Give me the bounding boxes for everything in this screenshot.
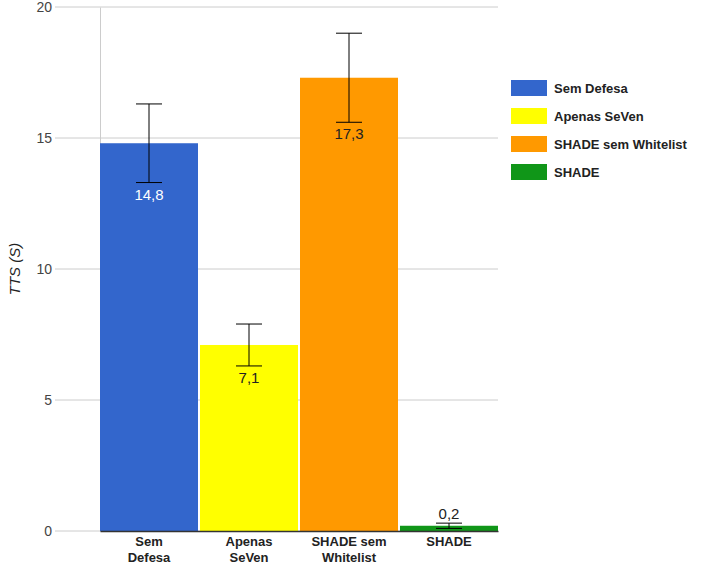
x-tick-label-line: Defesa <box>128 550 171 565</box>
data-labels: 14,8 7,1 17,3 0,2 <box>134 125 459 522</box>
y-tick: 0 <box>44 523 100 539</box>
legend-swatch <box>511 108 547 124</box>
error-bar <box>336 33 362 122</box>
legend-item: Sem Defesa <box>511 80 628 96</box>
x-tick-label-line: Sem <box>135 534 162 549</box>
chart: 0 5 10 15 20 SemDefesa ApenasSeVen SHADE semWhi… <box>0 0 717 575</box>
data-label: 0,2 <box>439 505 460 522</box>
y-tick-label: 0 <box>44 523 52 539</box>
x-tick-label-line: Whitelist <box>322 550 377 565</box>
y-axis: 0 5 10 15 20 <box>36 0 100 539</box>
legend-label: Apenas SeVen <box>554 109 644 124</box>
y-tick-label: 20 <box>36 0 52 15</box>
x-tick-label-line: SHADE sem <box>311 534 386 549</box>
error-bar-line <box>336 33 362 34</box>
x-tick: SHADE <box>426 531 472 549</box>
y-tick-label: 15 <box>36 130 52 146</box>
data-label: 14,8 <box>134 186 163 203</box>
y-tick: 20 <box>36 0 100 15</box>
error-bar-line <box>436 523 462 524</box>
y-tick: 15 <box>36 130 100 146</box>
grid <box>55 7 498 531</box>
error-bar-line <box>149 104 150 183</box>
x-axis: SemDefesaApenasSeVenSHADE semWhitelistSH… <box>101 531 499 565</box>
x-tick-label-line: Apenas <box>226 534 273 549</box>
legend-swatch <box>511 136 547 152</box>
error-bar <box>136 104 162 183</box>
y-axis-title: TTS (S) <box>6 243 23 296</box>
x-tick: SHADE semWhitelist <box>311 531 386 565</box>
legend-swatch <box>511 164 547 180</box>
error-bar <box>436 523 462 528</box>
legend: Sem Defesa Apenas SeVen SHADE sem Whitelis… <box>511 80 688 180</box>
bars <box>100 33 498 531</box>
legend-swatch <box>511 80 547 96</box>
x-tick: ApenasSeVen <box>226 531 273 565</box>
legend-label: SHADE <box>554 165 600 180</box>
bar <box>300 78 398 531</box>
bar <box>200 345 298 531</box>
error-bar-line <box>136 103 162 104</box>
error-bar-line <box>349 33 350 122</box>
data-label: 7,1 <box>239 369 260 386</box>
error-bar <box>236 324 262 366</box>
x-tick-label: ApenasSeVen <box>226 534 273 565</box>
legend-item: SHADE <box>511 164 600 180</box>
x-axis-line <box>101 531 499 533</box>
error-bar-line <box>336 122 362 123</box>
plot: 0 5 10 15 20 SemDefesa ApenasSeVen SHADE semWhi… <box>36 0 498 565</box>
x-tick: SemDefesa <box>128 531 171 565</box>
bar <box>100 143 198 531</box>
x-tick-label-line: SHADE <box>426 534 472 549</box>
error-bar-line <box>249 324 250 366</box>
error-bar-line <box>236 324 262 325</box>
x-tick-label-line: SeVen <box>229 550 268 565</box>
y-tick-label: 5 <box>44 392 52 408</box>
x-tick-label: SemDefesa <box>128 534 171 565</box>
legend-label: SHADE sem Whitelist <box>554 137 688 152</box>
x-tick-label: SHADE semWhitelist <box>311 534 386 565</box>
data-label: 17,3 <box>334 125 363 142</box>
y-tick: 5 <box>44 392 100 408</box>
error-bar-line <box>236 365 262 366</box>
legend-item: Apenas SeVen <box>511 108 644 124</box>
x-tick-label: SHADE <box>426 534 472 549</box>
error-bar-line <box>449 523 450 528</box>
legend-item: SHADE sem Whitelist <box>511 136 688 152</box>
y-tick: 10 <box>36 261 100 277</box>
error-bar-line <box>436 528 462 529</box>
grid-line <box>55 7 498 8</box>
grid-line <box>55 138 498 139</box>
y-tick-label: 10 <box>36 261 52 277</box>
legend-label: Sem Defesa <box>554 81 628 96</box>
error-bar-line <box>136 182 162 183</box>
